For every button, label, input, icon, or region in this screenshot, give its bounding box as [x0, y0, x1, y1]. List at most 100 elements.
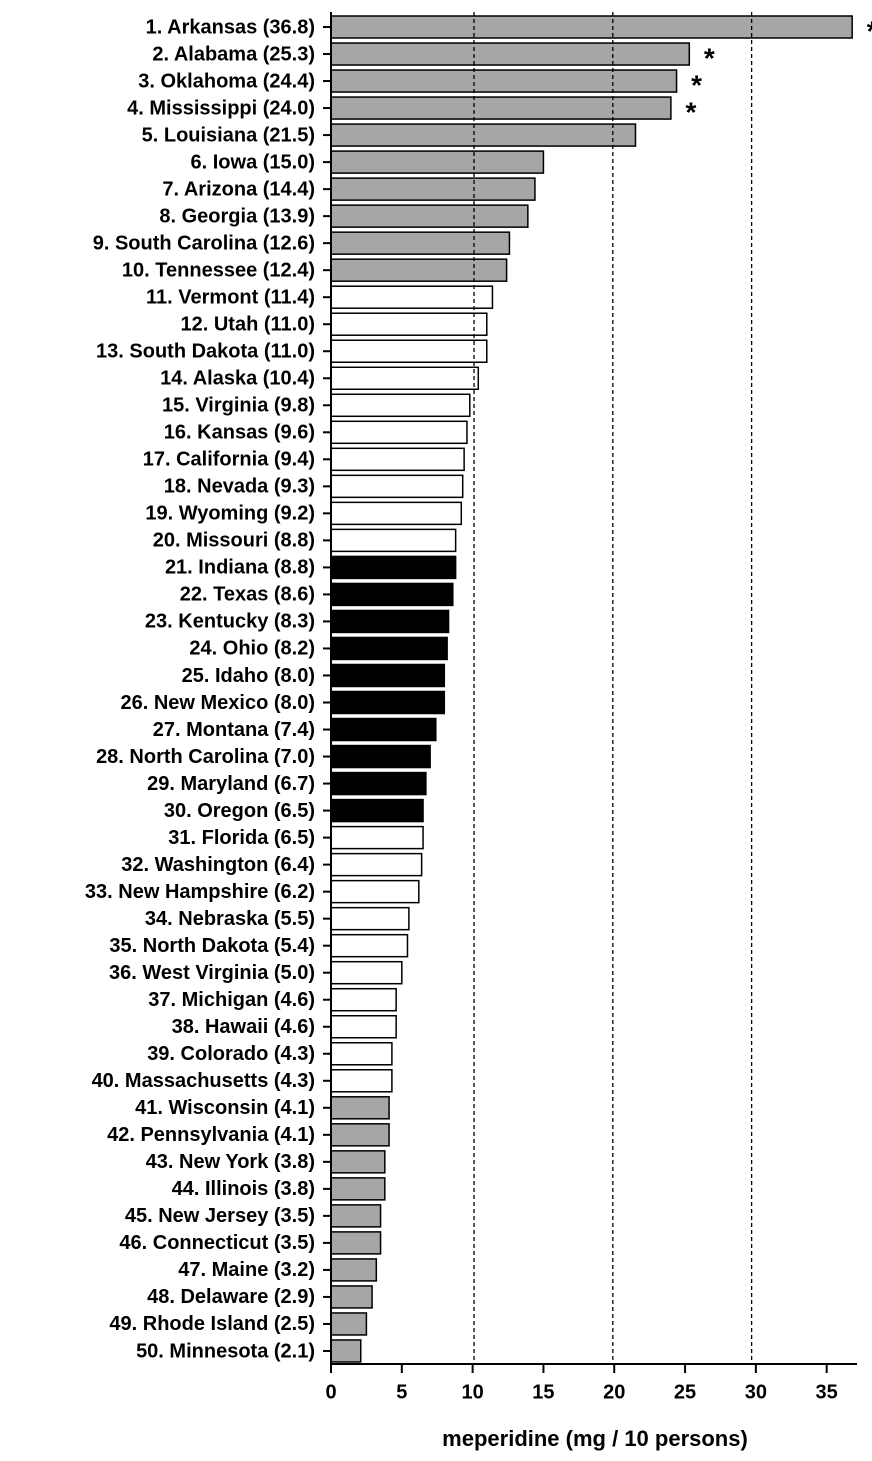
x-tick-label: 35: [816, 1381, 838, 1403]
category-label: 12. Utah (11.0): [180, 314, 315, 336]
category-label: 17. California (9.4): [143, 449, 315, 471]
bar: [330, 420, 468, 445]
bar: [330, 204, 529, 228]
bar: [330, 1150, 386, 1174]
category-label: 1. Arkansas (36.8): [146, 16, 315, 38]
bar: [330, 339, 488, 363]
category-label: 11. Vermont (11.4): [146, 286, 315, 308]
category-label: 26. New Mexico (8.0): [120, 692, 315, 714]
bar: [330, 69, 678, 93]
bar: [330, 123, 637, 147]
category-label: 44. Illinois (3.8): [172, 1178, 315, 1200]
category-label: 16. Kansas (9.6): [164, 422, 315, 444]
x-tick-label: 15: [532, 1381, 554, 1403]
category-label: 20. Missouri (8.8): [153, 530, 315, 552]
bar: [330, 312, 488, 336]
category-label: 39. Colorado (4.3): [147, 1043, 315, 1065]
category-label: 18. Nevada (9.3): [164, 476, 315, 498]
bar: [330, 771, 427, 796]
bar: [330, 717, 437, 742]
bar: [330, 1258, 378, 1282]
category-label: 27. Montana (7.4): [153, 719, 315, 741]
bar: [330, 798, 424, 823]
category-label: 45. New Jersey (3.5): [125, 1205, 315, 1227]
bar: [330, 150, 545, 174]
bar: [330, 1096, 390, 1120]
category-label: 10. Tennessee (12.4): [122, 259, 315, 281]
category-label: 15. Virginia (9.8): [162, 395, 315, 417]
x-tick-label: 20: [603, 1381, 625, 1403]
category-label: 32. Washington (6.4): [121, 854, 315, 876]
category-label: 14. Alaska (10.4): [160, 368, 315, 390]
bar: [330, 852, 423, 877]
bar: [330, 474, 464, 499]
category-label: 8. Georgia (13.9): [159, 205, 315, 227]
bar: [330, 690, 446, 715]
bar: [330, 582, 454, 607]
bar: [330, 1069, 393, 1093]
bar: [330, 447, 465, 472]
category-label: 37. Michigan (4.6): [148, 989, 315, 1011]
annotation: *: [691, 69, 702, 100]
category-label: 34. Nebraska (5.5): [145, 908, 315, 930]
category-label: 41. Wisconsin (4.1): [135, 1097, 315, 1119]
category-label: 47. Maine (3.2): [178, 1259, 315, 1281]
bar: [330, 1339, 362, 1363]
bar: [330, 285, 494, 309]
bar: [330, 528, 457, 553]
category-label: 35. North Dakota (5.4): [109, 935, 315, 957]
annotation: *: [867, 15, 872, 46]
bar: [330, 906, 410, 931]
bar: [330, 960, 403, 985]
category-label: 50. Minnesota (2.1): [136, 1340, 315, 1362]
bar: [330, 15, 853, 39]
category-label: 40. Massachusetts (4.3): [92, 1070, 315, 1092]
x-tick-label: 10: [461, 1381, 483, 1403]
bar: [330, 933, 409, 958]
bar: [330, 1177, 386, 1201]
category-label: 25. Idaho (8.0): [182, 665, 315, 687]
category-label: 13. South Dakota (11.0): [96, 341, 315, 363]
bar: [330, 258, 508, 282]
bar: [330, 1123, 390, 1147]
bar: [330, 987, 397, 1012]
x-tick-label: 25: [674, 1381, 696, 1403]
bar: [330, 825, 424, 850]
category-label: 23. Kentucky (8.3): [145, 611, 315, 633]
category-label: 30. Oregon (6.5): [164, 800, 315, 822]
category-label: 7. Arizona (14.4): [162, 178, 315, 200]
category-label: 49. Rhode Island (2.5): [109, 1313, 315, 1335]
category-label: 19. Wyoming (9.2): [145, 503, 315, 525]
bar: [330, 636, 448, 661]
category-label: 46. Connecticut (3.5): [119, 1232, 315, 1254]
category-label: 29. Maryland (6.7): [147, 773, 315, 795]
category-label: 2. Alabama (25.3): [152, 43, 315, 65]
bar: [330, 366, 480, 391]
bar: [330, 879, 420, 904]
bar: [330, 1042, 393, 1066]
bar: [330, 744, 431, 769]
category-label: 38. Hawaii (4.6): [172, 1016, 315, 1038]
bar: [330, 1014, 397, 1039]
bar: [330, 1312, 368, 1336]
category-label: 6. Iowa (15.0): [191, 151, 316, 173]
bar: [330, 96, 672, 120]
category-label: 42. Pennsylvania (4.1): [107, 1124, 315, 1146]
bar: [330, 1231, 382, 1255]
annotation: *: [704, 42, 715, 73]
bar: [330, 663, 446, 688]
category-label: 33. New Hampshire (6.2): [85, 881, 315, 903]
category-label: 21. Indiana (8.8): [165, 557, 315, 579]
category-label: 36. West Virginia (5.0): [109, 962, 315, 984]
x-tick-label: 0: [325, 1381, 336, 1403]
category-label: 48. Delaware (2.9): [147, 1286, 315, 1308]
category-label: 28. North Carolina (7.0): [96, 746, 315, 768]
bar: [330, 555, 457, 580]
bar: [330, 1204, 382, 1228]
category-label: 4. Mississippi (24.0): [127, 97, 315, 119]
x-tick-label: 5: [396, 1381, 407, 1403]
category-label: 24. Ohio (8.2): [189, 638, 315, 660]
category-label: 3. Oklahoma (24.4): [138, 70, 315, 92]
bar: [330, 609, 450, 634]
